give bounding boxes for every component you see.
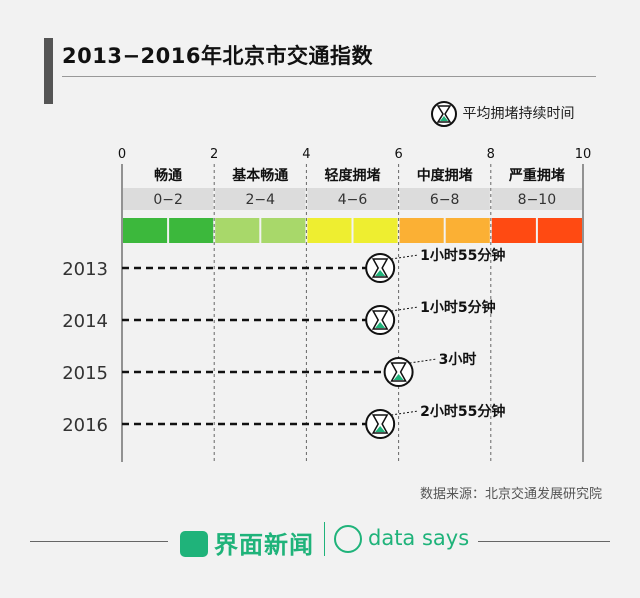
year-label: 2016 bbox=[62, 415, 108, 436]
band-range-label: 4−6 bbox=[338, 192, 368, 208]
band-label: 严重拥堵 bbox=[508, 167, 565, 184]
x-tick-label: 8 bbox=[487, 147, 495, 162]
annotation-leader bbox=[391, 254, 419, 260]
duration-annotation: 1小时55分钟 bbox=[420, 247, 505, 264]
band-label: 基本畅通 bbox=[232, 167, 288, 184]
x-tick-label: 4 bbox=[302, 147, 310, 162]
brand-name: 界面新闻 bbox=[214, 531, 314, 559]
band-color-block bbox=[445, 218, 490, 243]
duration-annotation: 2小时55分钟 bbox=[420, 403, 505, 420]
x-tick-label: 10 bbox=[575, 147, 592, 162]
legend-hourglass-icon bbox=[431, 101, 457, 127]
footer-line-right bbox=[478, 541, 610, 542]
waveform-icon bbox=[334, 525, 362, 553]
band-color-block bbox=[215, 218, 260, 243]
duration-annotation: 3小时 bbox=[439, 351, 477, 368]
year-label: 2014 bbox=[62, 311, 108, 332]
band-range-label: 8−10 bbox=[518, 192, 556, 208]
band-range-bg bbox=[491, 188, 582, 210]
title-accent-bar bbox=[44, 38, 53, 104]
chart-title: 2013−2016年北京市交通指数 bbox=[62, 44, 373, 68]
title-divider bbox=[62, 76, 596, 77]
hourglass-icon bbox=[365, 409, 396, 439]
traffic-index-chart: 0 2 4 6 8 10 畅通 0−2 基本畅通 2−4 轻度拥堵 4−6 中度拥堵 6−8 严重拥堵 8−1… bbox=[62, 147, 592, 462]
band-range-label: 0−2 bbox=[153, 192, 183, 208]
band-range-label: 6−8 bbox=[430, 192, 460, 208]
band-label: 轻度拥堵 bbox=[325, 167, 381, 184]
band-range-label: 2−4 bbox=[246, 192, 276, 208]
annotation-leader bbox=[391, 306, 419, 312]
footer-line-left bbox=[30, 541, 168, 542]
band-range-bg bbox=[123, 188, 214, 210]
legend-label: 平均拥堵持续时间 bbox=[462, 106, 575, 122]
x-tick-label: 2 bbox=[210, 147, 218, 162]
band-range-bg bbox=[307, 188, 398, 210]
hourglass-icon bbox=[365, 253, 396, 283]
annotation-leader bbox=[391, 410, 419, 416]
brand-tagline: data says bbox=[368, 526, 470, 550]
band-color-block bbox=[307, 218, 352, 243]
legend: 平均拥堵持续时间 bbox=[430, 100, 574, 128]
band-color-block bbox=[537, 218, 582, 243]
band-color-block bbox=[169, 218, 214, 243]
brand-logo-icon bbox=[180, 531, 208, 557]
duration-annotation: 1小时5分钟 bbox=[420, 299, 495, 316]
hourglass-icon bbox=[383, 357, 414, 387]
year-label: 2013 bbox=[62, 259, 108, 280]
year-label: 2015 bbox=[62, 363, 108, 384]
hourglass-icon bbox=[365, 305, 396, 335]
band-color-block bbox=[491, 218, 536, 243]
brand-separator bbox=[324, 522, 325, 556]
band-color-block bbox=[261, 218, 306, 243]
x-tick-label: 0 bbox=[118, 147, 126, 162]
brand-tagline-group: data says bbox=[334, 525, 469, 553]
source-note: 数据来源：北京交通发展研究院 bbox=[419, 487, 602, 502]
x-tick-label: 6 bbox=[394, 147, 402, 162]
band-color-block bbox=[399, 218, 444, 243]
band-label: 中度拥堵 bbox=[417, 167, 473, 184]
band-label: 畅通 bbox=[154, 167, 182, 184]
brand-logo: 界面新闻 bbox=[180, 525, 314, 560]
annotation-leader bbox=[409, 358, 437, 364]
band-color-block bbox=[353, 218, 398, 243]
band-color-block bbox=[123, 218, 168, 243]
band-range-bg bbox=[399, 188, 490, 210]
band-range-bg bbox=[215, 188, 306, 210]
